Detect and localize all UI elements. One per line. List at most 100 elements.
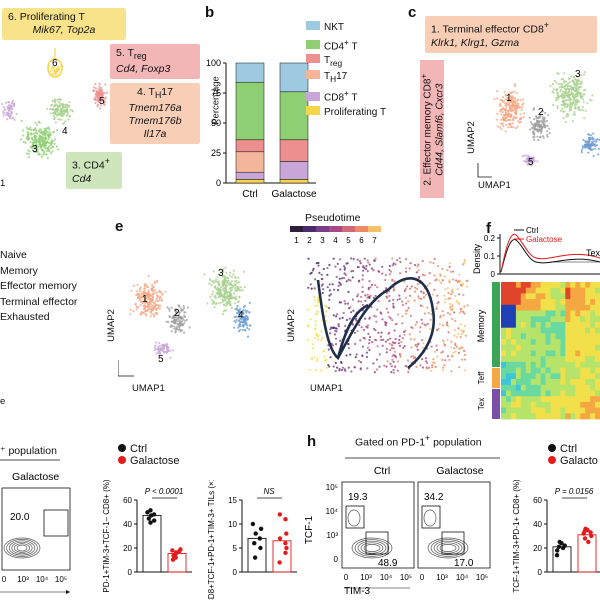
scatter-point <box>187 306 190 309</box>
x-tick-label: 10⁵ <box>400 573 412 582</box>
heatmap-cell <box>520 339 527 346</box>
heatmap-cell <box>530 344 537 351</box>
heatmap-cell <box>570 310 576 317</box>
scatter-point <box>563 85 566 88</box>
scatter-point <box>421 273 425 276</box>
heatmap-cell <box>540 407 546 414</box>
scatter-point <box>451 288 454 291</box>
density-contour <box>351 537 393 559</box>
scatter-point <box>385 307 388 310</box>
gal-point <box>277 536 283 541</box>
scatter-point <box>314 323 317 327</box>
heatmap-cell <box>595 361 600 368</box>
y-tick-label: 10⁵ <box>326 483 338 492</box>
scatter-point <box>338 317 341 320</box>
heatmap-cell <box>515 390 522 397</box>
heatmap-cell <box>575 333 581 340</box>
scatter-point <box>403 345 406 348</box>
scatter-point <box>45 153 48 156</box>
scatter-point <box>569 85 572 88</box>
scatter-point <box>562 116 565 120</box>
x-tick-label: 10⁵ <box>55 575 67 584</box>
scatter-point <box>148 296 151 299</box>
scatter-point <box>31 144 34 147</box>
scatter-point <box>404 364 407 368</box>
scatter-point <box>356 258 359 261</box>
scatter-point <box>185 318 188 321</box>
scatter-point <box>570 98 573 101</box>
gal-density-line <box>500 233 600 273</box>
x-tick-label: 10⁵ <box>476 573 488 582</box>
scatter-point <box>181 324 184 327</box>
plot-frame <box>341 481 415 569</box>
scatter-point <box>515 92 519 95</box>
scatter-point <box>341 277 344 280</box>
heatmap-cell <box>555 413 561 420</box>
scatter-point <box>515 116 518 119</box>
f-density-heatmap: 0.20.10CtrlGalactoseTexDensityMemoryTeff… <box>472 226 600 420</box>
scatter-point <box>394 263 397 266</box>
cluster-box-5: 5. Treg Cd4, Foxp3 <box>110 44 200 80</box>
heatmap-cell <box>501 361 507 368</box>
scatter-point <box>8 112 11 115</box>
scatter-point <box>149 305 153 308</box>
panel-letter-e: e <box>115 218 124 235</box>
heatmap-cell <box>595 327 600 334</box>
heatmap-cell <box>535 327 542 334</box>
scatter-point <box>343 266 347 270</box>
heatmap-cell <box>595 304 600 311</box>
scatter-point <box>234 286 237 289</box>
heatmap-cell <box>560 407 566 414</box>
heatmap-cell <box>570 344 576 351</box>
heatmap-cell <box>550 287 556 294</box>
y-tick-label: 15 <box>228 496 237 505</box>
scatter-point <box>316 310 319 313</box>
scatter-point <box>241 328 244 332</box>
heatmap-cell <box>530 373 537 380</box>
heatmap-cell <box>501 293 507 300</box>
heatmap-cell <box>560 361 566 368</box>
b-legend-item: Treg <box>306 54 386 70</box>
scatter-point <box>429 261 432 264</box>
scatter-point <box>380 338 383 341</box>
scatter-point <box>58 68 61 71</box>
scatter-point <box>538 136 541 139</box>
scatter-point <box>366 324 370 327</box>
heatmap-cell <box>540 390 546 397</box>
scatter-point <box>344 273 347 276</box>
scatter-point <box>376 308 379 311</box>
scatter-point <box>392 368 395 371</box>
scatter-point <box>583 71 586 74</box>
scatter-point <box>572 113 575 116</box>
scatter-point <box>340 368 343 372</box>
heatmap-cell <box>525 356 532 363</box>
scatter-point <box>431 364 434 367</box>
heatmap-cell <box>501 407 507 414</box>
arrow-head <box>66 590 70 594</box>
scatter-point <box>512 126 515 129</box>
scatter-point <box>336 262 339 265</box>
scatter-point <box>553 80 556 83</box>
heatmap-cell <box>525 390 532 397</box>
scatter-point <box>414 263 417 267</box>
scatter-point <box>178 311 181 314</box>
scatter-point <box>423 312 426 315</box>
scatter-point <box>1 102 4 106</box>
heatmap-cell <box>540 316 546 323</box>
scatter-point <box>392 262 395 265</box>
scatter-point <box>153 306 156 309</box>
scatter-point <box>377 270 380 273</box>
scatter-point <box>568 104 571 108</box>
scatter-point <box>240 314 243 317</box>
scatter-point <box>155 299 158 302</box>
heatmap-cell <box>595 407 600 414</box>
scatter-point <box>52 130 55 133</box>
scatter-point <box>355 353 358 356</box>
scatter-point <box>444 359 447 362</box>
scatter-point <box>588 138 591 141</box>
scatter-point <box>587 151 590 154</box>
scatter-point <box>391 358 394 361</box>
scatter-point <box>504 98 507 101</box>
scatter-point <box>578 100 581 103</box>
scatter-point <box>26 131 29 134</box>
